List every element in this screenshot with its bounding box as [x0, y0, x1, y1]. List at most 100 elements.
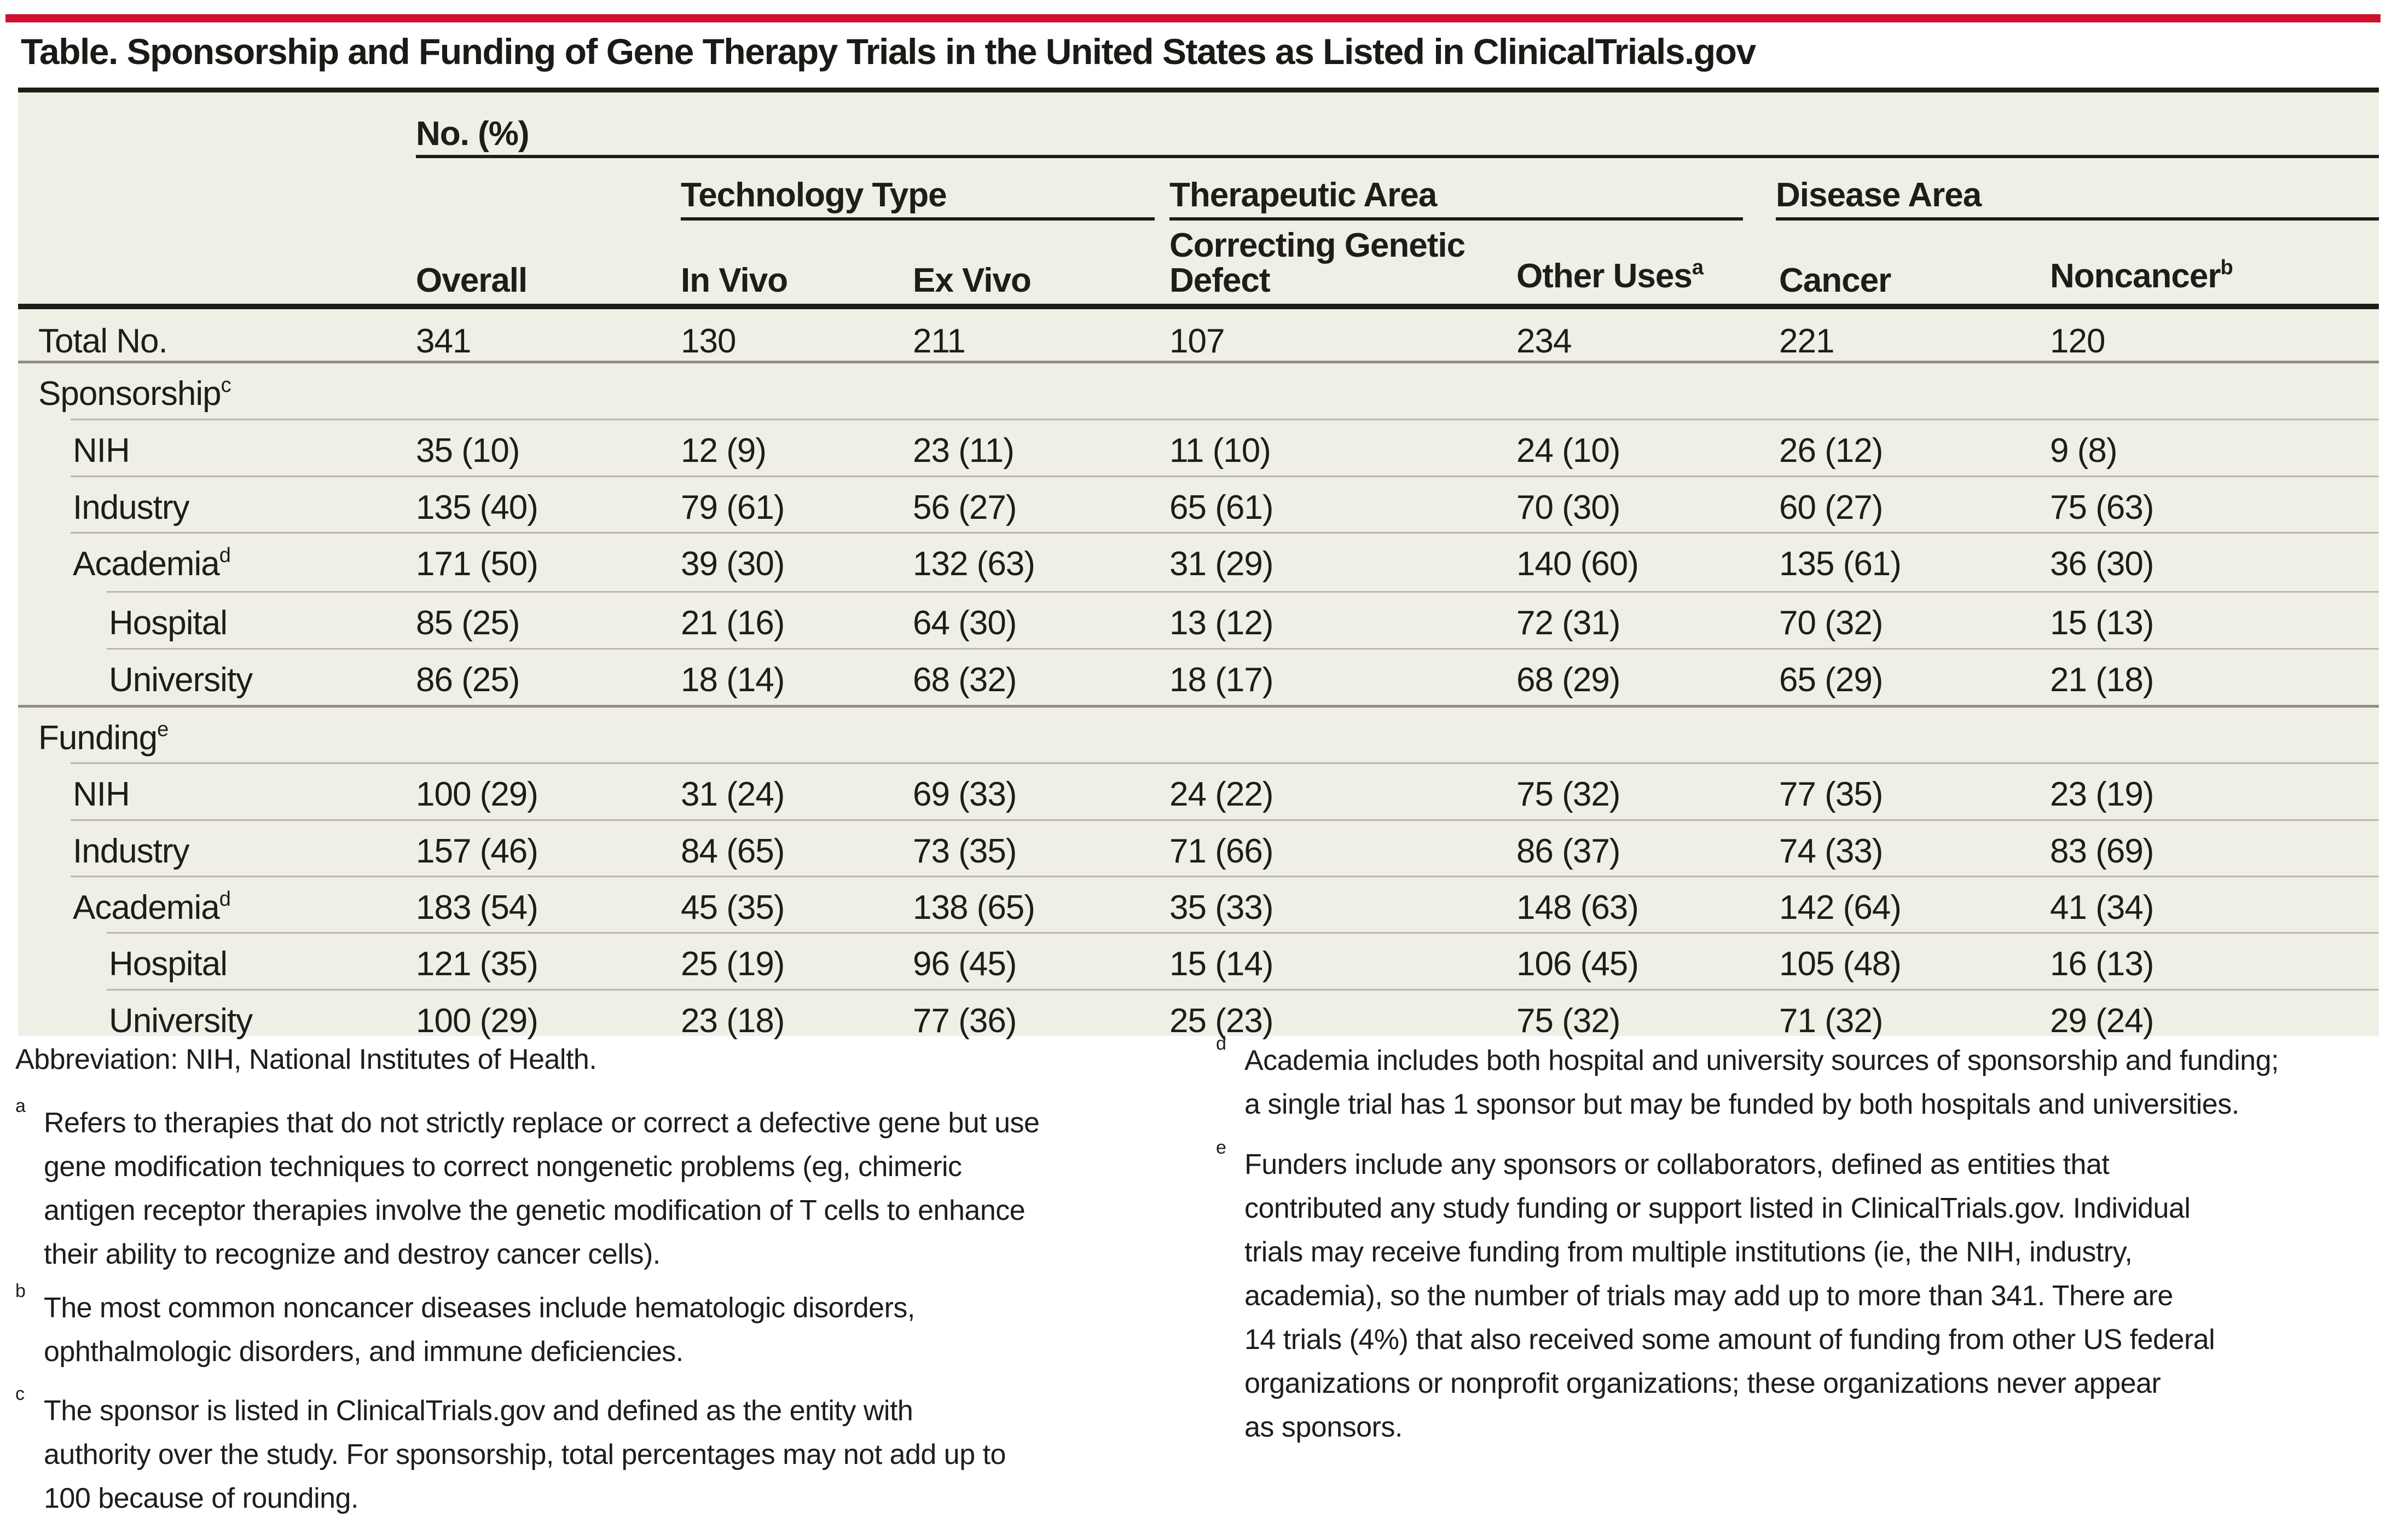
superscript-marker: c: [221, 374, 231, 397]
row-label: Hospital: [109, 945, 228, 983]
cell-value: 135 (61): [1779, 545, 1902, 583]
table-row: Industry 157 (46) 84 (65) 73 (35) 71 (66) 86 …: [18, 819, 2379, 876]
cell-value: 21 (16): [681, 604, 785, 642]
cell-value: 45 (35): [681, 889, 785, 927]
cell-value: 121 (35): [416, 945, 538, 983]
cell-value: 69 (33): [913, 775, 1017, 813]
cell-value: 64 (30): [913, 604, 1017, 642]
cell-value: 84 (65): [681, 832, 785, 870]
abbreviation-note: Abbreviation: NIH, National Institutes o…: [15, 1044, 597, 1075]
row-label: Fundinge: [38, 718, 169, 757]
row-separator: [71, 762, 2379, 764]
table-row: NIH 35 (10) 12 (9) 23 (11) 11 (10) 24 (10) 26 …: [18, 419, 2379, 476]
cell-value: 100 (29): [416, 1002, 538, 1040]
table-row: Academiad 183 (54) 45 (35) 138 (65) 35 (33) 1…: [18, 876, 2379, 932]
cell-value: 140 (60): [1516, 545, 1639, 583]
cell-value: 18 (17): [1169, 661, 1273, 699]
table-row: University 100 (29) 23 (18) 77 (36) 25 (23) 7…: [18, 989, 2379, 1040]
section-row: Sponsorshipc: [18, 361, 2379, 419]
group-header-rule: [416, 155, 2379, 158]
column-header-row: Overall In Vivo Ex Vivo Correcting Genetic …: [18, 228, 2379, 300]
cell-value: 65 (61): [1169, 489, 1273, 526]
table-row: University 86 (25) 18 (14) 68 (32) 18 (17) 68…: [18, 648, 2379, 705]
cell-value: 96 (45): [913, 945, 1017, 983]
footnote-text: The most common noncancer diseases inclu…: [44, 1292, 915, 1368]
group-header: No. (%): [416, 115, 530, 153]
cell-value: 56 (27): [913, 489, 1017, 526]
table-row: NIH 100 (29) 31 (24) 69 (33) 24 (22) 75 (32) 7…: [18, 762, 2379, 819]
cell-value: 138 (65): [913, 889, 1035, 927]
cell-value: 68 (29): [1516, 661, 1620, 699]
footnote-c: c The sponsor is listed in ClinicalTrials…: [15, 1383, 1006, 1520]
cell-value: 31 (29): [1169, 545, 1273, 583]
cell-value: 68 (32): [913, 661, 1017, 699]
cell-value: 100 (29): [416, 775, 538, 813]
cell-value: 75 (32): [1516, 775, 1620, 813]
cell-value: 130: [681, 322, 736, 360]
superscript-marker: b: [2220, 256, 2233, 279]
cell-value: 15 (14): [1169, 945, 1273, 983]
row-separator: [107, 989, 2379, 991]
cell-value: 24 (22): [1169, 775, 1273, 813]
cell-value: 39 (30): [681, 545, 785, 583]
row-separator: [18, 361, 2379, 363]
cell-value: 77 (35): [1779, 775, 1883, 813]
row-separator: [71, 476, 2379, 477]
cell-value: 65 (29): [1779, 661, 1883, 699]
row-separator: [18, 705, 2379, 708]
cell-value: 73 (35): [913, 832, 1017, 870]
cell-value: 9 (8): [2050, 432, 2117, 470]
cell-value: 77 (36): [913, 1002, 1017, 1040]
row-separator: [107, 648, 2379, 650]
column-header-in-vivo: In Vivo: [681, 262, 788, 299]
cell-value: 60 (27): [1779, 489, 1883, 526]
cell-value: 74 (33): [1779, 832, 1883, 870]
superscript-marker: a: [1692, 256, 1704, 279]
row-label: University: [109, 1002, 253, 1040]
cell-value: 221: [1779, 322, 1834, 360]
cell-value: 23 (18): [681, 1002, 785, 1040]
column-header-cancer: Cancer: [1779, 262, 1891, 299]
cell-value: 36 (30): [2050, 545, 2154, 583]
cell-value: 23 (19): [2050, 775, 2154, 813]
cell-value: 72 (31): [1516, 604, 1620, 642]
cell-value: 24 (10): [1516, 432, 1620, 470]
table-row: Total No. 341 130 211 107 234 221 120: [18, 309, 2379, 361]
cell-value: 75 (32): [1516, 1002, 1620, 1040]
column-header-ex-vivo: Ex Vivo: [913, 262, 1032, 299]
cell-value: 11 (10): [1169, 432, 1271, 470]
cell-value: 35 (33): [1169, 889, 1273, 927]
row-label: Sponsorshipc: [38, 374, 231, 413]
footnote-e: e Funders include any sponsors or collabo…: [1216, 1137, 2215, 1449]
row-separator: [107, 932, 2379, 934]
cell-value: 85 (25): [416, 604, 520, 642]
column-header-noncancer: Noncancerb: [2050, 256, 2233, 295]
row-label: NIH: [73, 775, 130, 813]
cell-value: 86 (25): [416, 661, 520, 699]
superscript-marker: d: [219, 888, 231, 911]
cell-value: 16 (13): [2050, 945, 2154, 983]
row-label: University: [109, 661, 253, 699]
cell-value: 105 (48): [1779, 945, 1902, 983]
table-body: Total No. 341 130 211 107 234 221 120 Sponsorshi…: [18, 309, 2379, 1040]
cell-value: 13 (12): [1169, 604, 1273, 642]
section-row: Fundinge: [18, 705, 2379, 762]
cell-value: 35 (10): [416, 432, 520, 470]
footnote-text: The sponsor is listed in ClinicalTrials.…: [44, 1395, 1006, 1514]
footnote-marker: a: [15, 1096, 26, 1116]
table-row: Hospital 85 (25) 21 (16) 64 (30) 13 (12) 72 (…: [18, 591, 2379, 648]
cell-value: 23 (11): [913, 432, 1015, 470]
spanner-therapeutic-area: Therapeutic Area: [1169, 176, 1743, 221]
cell-value: 234: [1516, 322, 1572, 360]
cell-value: 21 (18): [2050, 661, 2154, 699]
accent-bar: [5, 14, 2381, 22]
cell-value: 106 (45): [1516, 945, 1639, 983]
cell-value: 29 (24): [2050, 1002, 2154, 1040]
cell-value: 79 (61): [681, 489, 785, 526]
column-header-correcting-genetic-defect: Correcting Genetic Defect: [1169, 227, 1466, 299]
footnote-b: b The most common noncancer diseases incl…: [15, 1281, 915, 1374]
row-separator: [71, 876, 2379, 877]
footnote-marker: c: [15, 1383, 25, 1404]
